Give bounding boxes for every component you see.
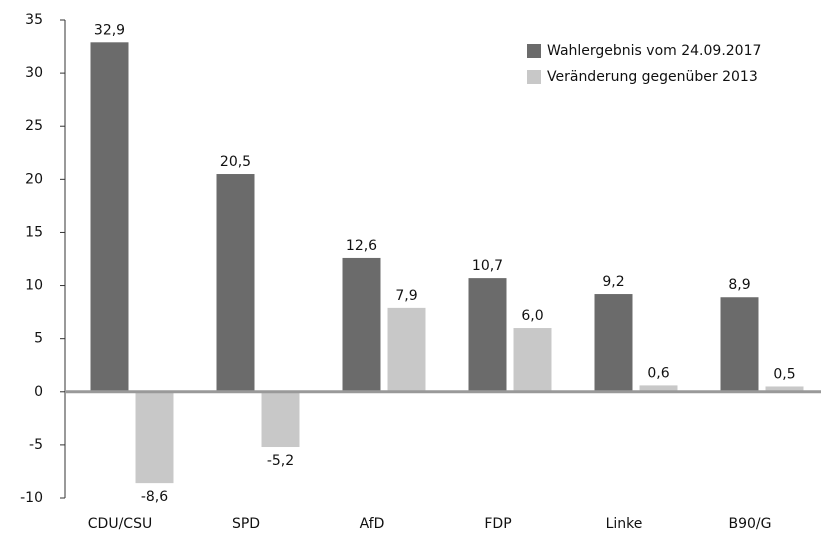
value-label: 6,0	[521, 308, 543, 324]
bar	[90, 42, 129, 392]
value-label: 0,6	[647, 365, 669, 381]
x-tick-label: SPD	[232, 516, 260, 532]
x-tick-label: CDU/CSU	[88, 516, 152, 532]
legend-label: Wahlergebnis vom 24.09.2017	[547, 43, 761, 59]
bar	[720, 297, 759, 392]
value-label: 0,5	[773, 366, 795, 382]
y-tick-label: 30	[25, 65, 43, 81]
y-tick-label: 20	[25, 171, 43, 187]
y-tick-label: 35	[25, 12, 43, 28]
y-tick-label: 0	[34, 384, 43, 400]
value-label: -8,6	[141, 489, 168, 505]
value-label: 7,9	[395, 288, 417, 304]
value-label: 32,9	[94, 22, 125, 38]
value-label: 9,2	[602, 274, 624, 290]
x-tick-label: Linke	[606, 516, 643, 532]
x-tick-label: AfD	[360, 516, 385, 532]
bar	[387, 307, 426, 392]
bar	[135, 391, 174, 484]
bar	[513, 328, 552, 392]
value-label: -5,2	[267, 453, 294, 469]
y-tick-label: 10	[25, 278, 43, 294]
y-tick-label: 25	[25, 118, 43, 134]
x-tick-label: B90/G	[729, 516, 772, 532]
y-tick-label: -5	[29, 437, 43, 453]
bar	[342, 257, 381, 392]
value-label: 8,9	[728, 277, 750, 293]
y-tick-label: 5	[34, 331, 43, 347]
value-label: 12,6	[346, 238, 377, 254]
y-tick-label: 15	[25, 224, 43, 240]
bar	[594, 294, 633, 392]
bar	[765, 386, 804, 392]
y-tick-label: -10	[20, 490, 43, 506]
x-tick-label: FDP	[484, 516, 511, 532]
value-label: 10,7	[472, 258, 503, 274]
value-label: 20,5	[220, 154, 251, 170]
legend-swatch	[527, 44, 541, 58]
bar	[216, 174, 255, 392]
legend-swatch	[527, 70, 541, 84]
bar	[468, 278, 507, 392]
bar	[639, 385, 678, 392]
bar	[261, 391, 300, 448]
legend-label: Veränderung gegenüber 2013	[547, 69, 758, 85]
